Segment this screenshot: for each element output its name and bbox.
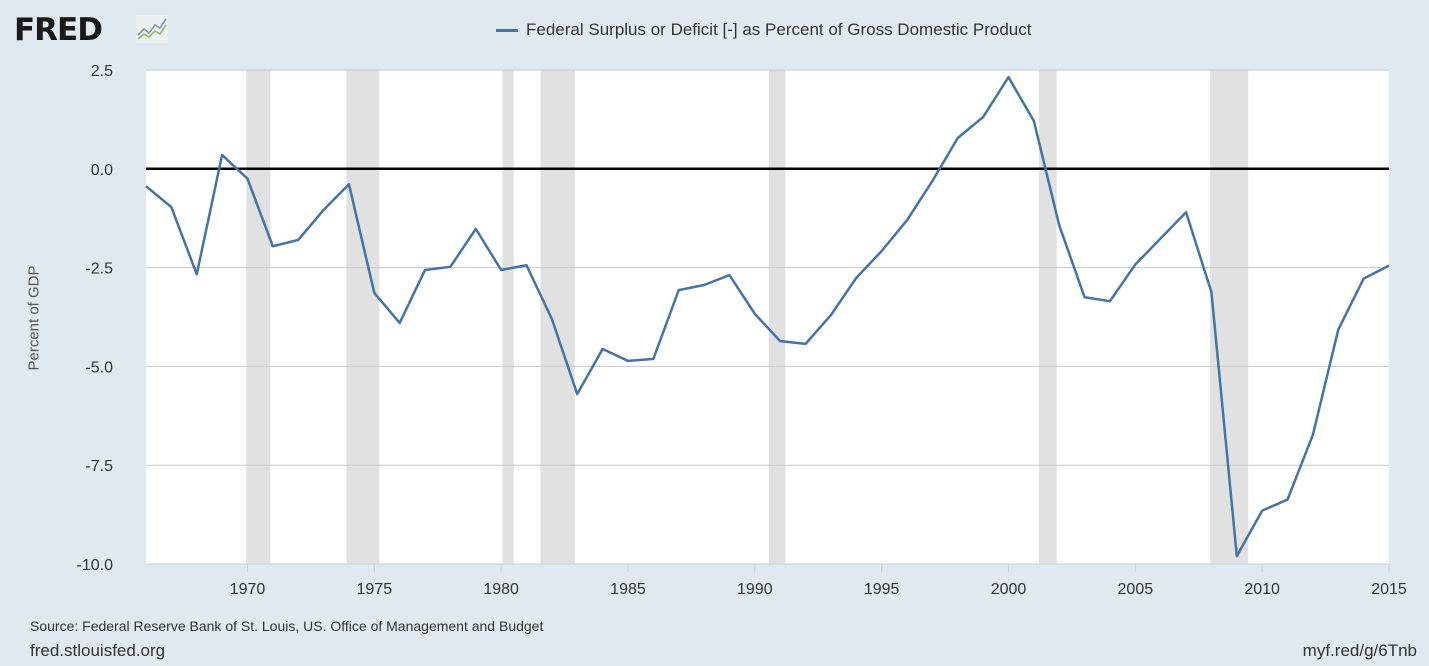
plot-area: 2.5 0.0 -2.5 -5.0 -7.5 -10.0 1970 1975 1980 1985 1… <box>77 63 1407 598</box>
fred-logo[interactable]: FRED <box>14 12 103 48</box>
short-url-link[interactable]: myf.red/g/6Tnb <box>1302 641 1417 660</box>
legend-swatch <box>496 28 518 32</box>
y-tick-label: -5.0 <box>85 359 113 376</box>
x-tick-label: 2010 <box>1244 581 1280 598</box>
x-tick-label: 1995 <box>864 581 900 598</box>
x-tick-label: 2005 <box>1118 581 1154 598</box>
y-tick-label: 0.0 <box>91 162 113 179</box>
recession-band <box>540 70 575 564</box>
y-tick-label: -10.0 <box>77 557 114 574</box>
y-tick-label: -2.5 <box>85 261 113 278</box>
recession-band <box>1038 70 1057 564</box>
recession-band <box>502 70 514 564</box>
legend[interactable]: Federal Surplus or Deficit [-] as Percen… <box>496 20 1031 40</box>
x-tick-label: 1990 <box>737 581 773 598</box>
y-tick-label: -7.5 <box>85 458 113 475</box>
plot-background <box>146 70 1389 564</box>
x-tick-label: 2000 <box>991 581 1027 598</box>
fred-logo-graph-icon <box>136 15 168 43</box>
x-tick-label: 1985 <box>610 581 646 598</box>
legend-label: Federal Surplus or Deficit [-] as Percen… <box>526 20 1032 39</box>
x-tick-label: 1980 <box>483 581 519 598</box>
recession-band <box>346 70 380 564</box>
source-note: Source: Federal Reserve Bank of St. Loui… <box>30 618 544 634</box>
recession-band <box>246 70 271 564</box>
x-tick-label: 1975 <box>357 581 393 598</box>
x-tick-label: 1970 <box>230 581 266 598</box>
recession-band <box>768 70 786 564</box>
y-tick-label: 2.5 <box>91 63 113 80</box>
series-line <box>145 75 1390 558</box>
x-tick-label: 2015 <box>1371 581 1407 598</box>
site-link[interactable]: fred.stlouisfed.org <box>30 641 166 660</box>
